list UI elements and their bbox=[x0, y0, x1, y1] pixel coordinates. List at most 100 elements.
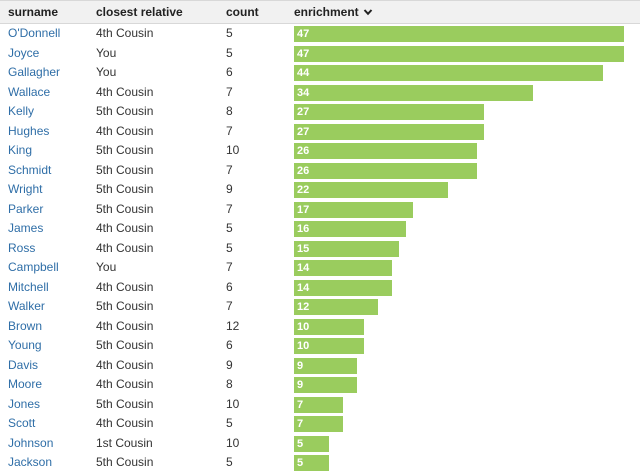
surname-link[interactable]: O'Donnell bbox=[8, 26, 61, 40]
surname-link[interactable]: Moore bbox=[8, 377, 43, 391]
enrichment-value: 14 bbox=[297, 262, 310, 274]
closest-relative-cell: You bbox=[96, 45, 117, 60]
surname-link[interactable]: Scott bbox=[8, 416, 36, 430]
enrichment-bar: 26 bbox=[294, 162, 477, 179]
count-cell: 9 bbox=[226, 182, 233, 196]
enrichment-value: 26 bbox=[297, 164, 310, 177]
table-row: Schmidt 5th Cousin 7 26 bbox=[0, 161, 640, 181]
enrichment-cell: 14 bbox=[294, 278, 626, 298]
enrichment-bar: 17 bbox=[294, 201, 413, 218]
column-header-count[interactable]: count bbox=[226, 5, 259, 19]
surname-link[interactable]: Jones bbox=[8, 396, 41, 411]
enrichment-value: 26 bbox=[297, 145, 310, 157]
surname-link[interactable]: Schmidt bbox=[8, 162, 52, 177]
count-cell: 8 bbox=[226, 104, 233, 118]
count-cell: 5 bbox=[226, 45, 233, 60]
count-cell: 7 bbox=[226, 260, 233, 274]
surname-link[interactable]: Davis bbox=[8, 357, 39, 372]
closest-relative-cell: 4th Cousin bbox=[96, 221, 154, 235]
count-cell: 6 bbox=[226, 338, 233, 352]
surname-link[interactable]: Campbell bbox=[8, 260, 59, 274]
enrichment-bar: 5 bbox=[294, 455, 329, 471]
table-header: surname closest relative count enrichmen… bbox=[0, 0, 640, 24]
table-body: O'Donnell 4th Cousin 5 47 Joyce You 5 47 Gallagh… bbox=[0, 24, 640, 473]
surname-link[interactable]: Johnson bbox=[8, 435, 54, 450]
enrichment-cell: 9 bbox=[294, 356, 626, 376]
closest-relative-cell: 5th Cousin bbox=[96, 299, 154, 313]
enrichment-cell: 47 bbox=[294, 44, 626, 64]
enrichment-value: 47 bbox=[297, 47, 310, 60]
column-header-surname[interactable]: surname bbox=[8, 5, 59, 19]
count-cell: 7 bbox=[226, 123, 233, 138]
surname-link[interactable]: Ross bbox=[8, 240, 36, 255]
count-cell: 7 bbox=[226, 84, 233, 99]
enrichment-value: 5 bbox=[297, 437, 304, 450]
surname-link[interactable]: Joyce bbox=[8, 45, 40, 60]
surname-link[interactable]: Brown bbox=[8, 318, 43, 333]
surname-link[interactable]: Parker bbox=[8, 201, 44, 216]
table-row: Brown 4th Cousin 12 10 bbox=[0, 317, 640, 337]
enrichment-value: 7 bbox=[297, 398, 304, 411]
table-row: Joyce You 5 47 bbox=[0, 44, 640, 64]
table-row: Jones 5th Cousin 10 7 bbox=[0, 395, 640, 415]
column-header-enrichment-label: enrichment bbox=[294, 5, 359, 19]
enrichment-value: 12 bbox=[297, 301, 310, 313]
enrichment-bar: 7 bbox=[294, 396, 343, 413]
count-cell: 9 bbox=[226, 357, 233, 372]
enrichment-bar: 7 bbox=[294, 416, 343, 432]
count-cell: 6 bbox=[226, 65, 233, 79]
surname-link[interactable]: Wallace bbox=[8, 84, 51, 99]
enrichment-value: 22 bbox=[297, 184, 310, 196]
surname-link[interactable]: Jackson bbox=[8, 455, 53, 469]
enrichment-cell: 26 bbox=[294, 141, 626, 161]
surname-link[interactable]: James bbox=[8, 221, 44, 235]
enrichment-value: 16 bbox=[297, 223, 310, 235]
enrichment-cell: 27 bbox=[294, 102, 626, 122]
surname-link[interactable]: Gallagher bbox=[8, 65, 61, 79]
closest-relative-cell: 4th Cousin bbox=[96, 318, 154, 333]
enrichment-cell: 16 bbox=[294, 219, 626, 239]
surname-link[interactable]: King bbox=[8, 143, 33, 157]
enrichment-cell: 12 bbox=[294, 297, 626, 317]
enrichment-cell: 44 bbox=[294, 63, 626, 83]
count-cell: 10 bbox=[226, 143, 240, 157]
enrichment-value: 27 bbox=[297, 106, 310, 118]
surname-link[interactable]: Wright bbox=[8, 182, 43, 196]
enrichment-bar: 10 bbox=[294, 318, 364, 335]
enrichment-value: 5 bbox=[297, 457, 304, 469]
enrichment-cell: 10 bbox=[294, 317, 626, 337]
surname-link[interactable]: Hughes bbox=[8, 123, 50, 138]
surname-link[interactable]: Walker bbox=[8, 299, 45, 313]
enrichment-bar: 27 bbox=[294, 123, 484, 140]
table-row: Wright 5th Cousin 9 22 bbox=[0, 180, 640, 200]
count-cell: 5 bbox=[226, 26, 233, 40]
enrichment-cell: 9 bbox=[294, 375, 626, 395]
count-cell: 7 bbox=[226, 201, 233, 216]
enrichment-cell: 34 bbox=[294, 83, 626, 103]
enrichment-bar: 16 bbox=[294, 221, 406, 237]
enrichment-bar: 9 bbox=[294, 377, 357, 393]
table-row: Moore 4th Cousin 8 9 bbox=[0, 375, 640, 395]
table-row: Wallace 4th Cousin 7 34 bbox=[0, 83, 640, 103]
surname-link[interactable]: Mitchell bbox=[8, 279, 49, 294]
surname-link[interactable]: Kelly bbox=[8, 104, 35, 118]
enrichment-cell: 15 bbox=[294, 239, 626, 259]
count-cell: 10 bbox=[226, 396, 240, 411]
count-cell: 5 bbox=[226, 221, 233, 235]
enrichment-value: 14 bbox=[297, 281, 310, 294]
surname-link[interactable]: Young bbox=[8, 338, 42, 352]
count-cell: 7 bbox=[226, 162, 233, 177]
enrichment-cell: 7 bbox=[294, 414, 626, 434]
closest-relative-cell: 4th Cousin bbox=[96, 84, 154, 99]
count-cell: 7 bbox=[226, 299, 233, 313]
count-cell: 5 bbox=[226, 240, 233, 255]
closest-relative-cell: 4th Cousin bbox=[96, 26, 154, 40]
table-row: Mitchell 4th Cousin 6 14 bbox=[0, 278, 640, 298]
closest-relative-cell: 4th Cousin bbox=[96, 357, 154, 372]
column-header-enrichment[interactable]: enrichment bbox=[294, 1, 373, 24]
enrichment-bar: 14 bbox=[294, 260, 392, 276]
enrichment-value: 47 bbox=[297, 28, 310, 40]
column-header-closest-relative[interactable]: closest relative bbox=[96, 5, 183, 19]
enrichment-cell: 17 bbox=[294, 200, 626, 220]
table-row: Scott 4th Cousin 5 7 bbox=[0, 414, 640, 434]
